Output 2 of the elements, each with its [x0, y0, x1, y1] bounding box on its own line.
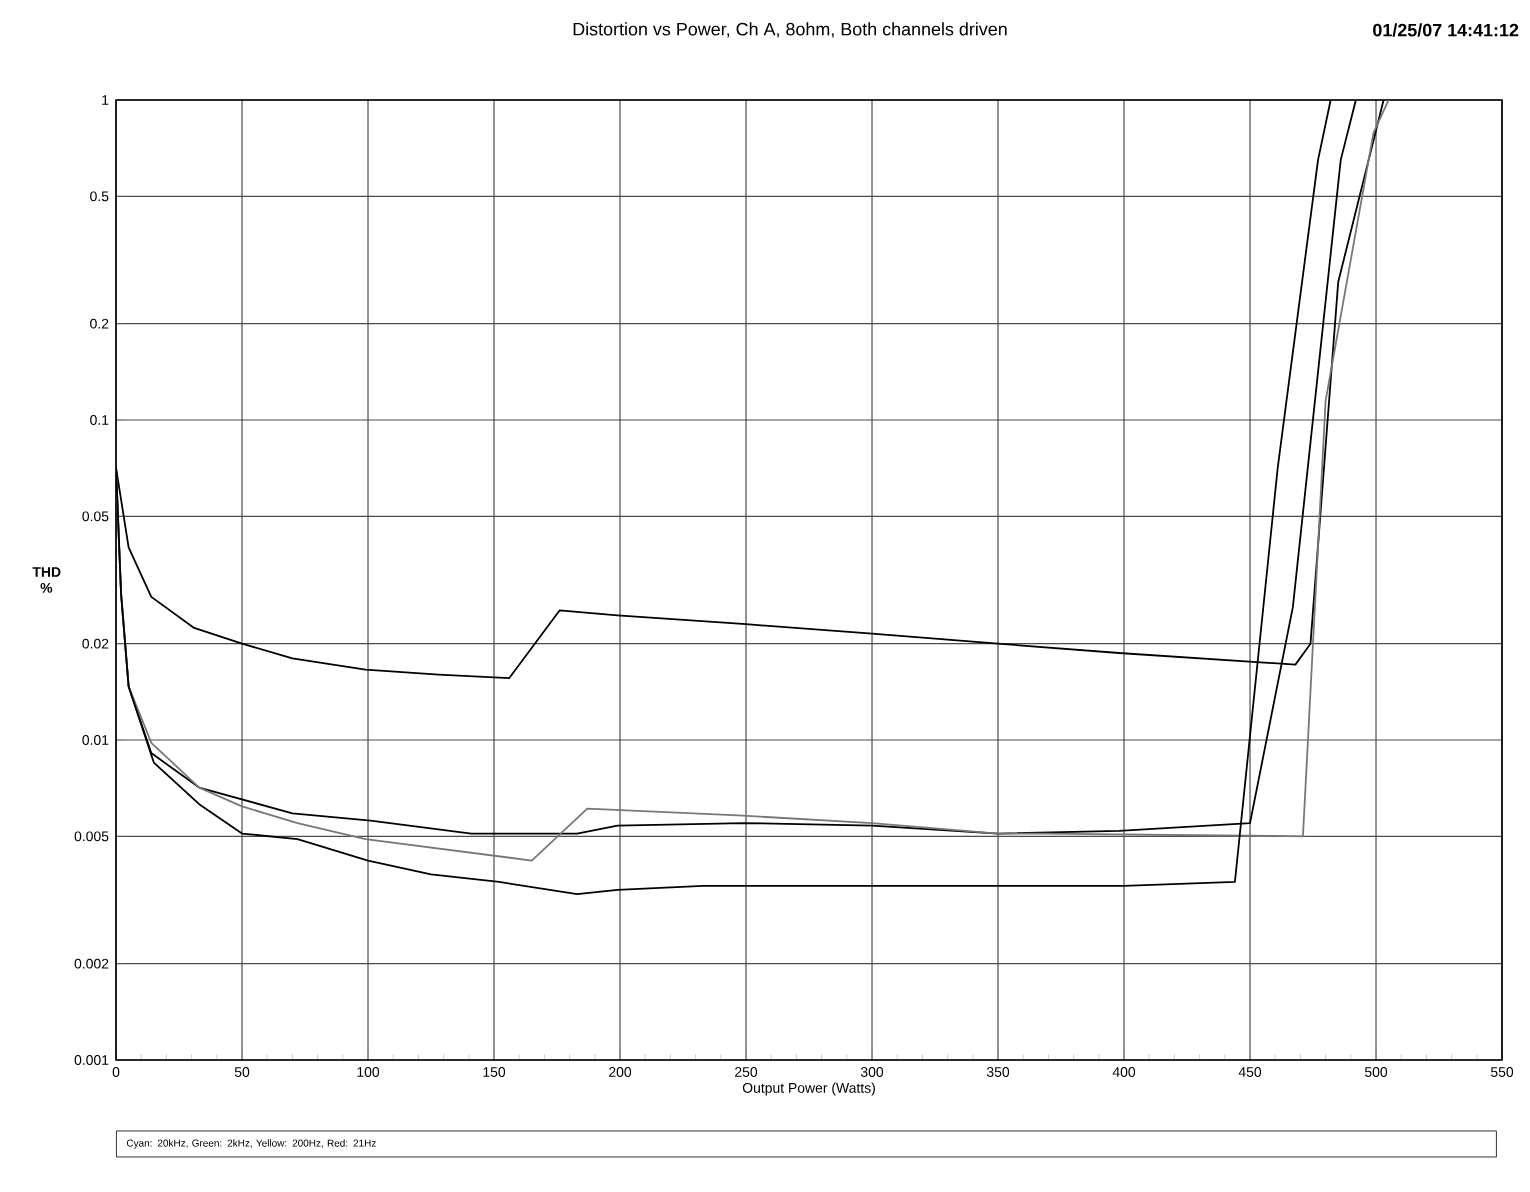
text: 01/25/07 14:41:12 — [1373, 23, 1519, 37]
chart-title: Distortion vs Power, Ch A, 8ohm, Both channels driven — [573, 22, 1007, 38]
